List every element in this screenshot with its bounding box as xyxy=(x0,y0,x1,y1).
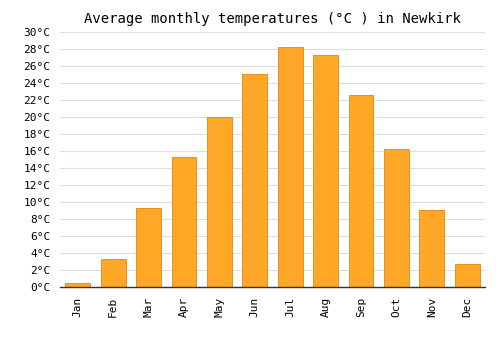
Bar xyxy=(384,149,409,287)
Bar xyxy=(313,55,338,287)
Title: Average monthly temperatures (°C ) in Newkirk: Average monthly temperatures (°C ) in Ne… xyxy=(84,12,461,26)
Bar xyxy=(172,157,196,287)
Bar xyxy=(278,47,302,287)
Bar xyxy=(420,210,444,287)
Bar xyxy=(455,264,479,287)
Bar xyxy=(100,259,126,287)
Bar xyxy=(136,208,161,287)
Bar xyxy=(207,117,232,287)
Bar xyxy=(66,283,90,287)
Bar xyxy=(242,74,267,287)
Bar xyxy=(348,95,374,287)
